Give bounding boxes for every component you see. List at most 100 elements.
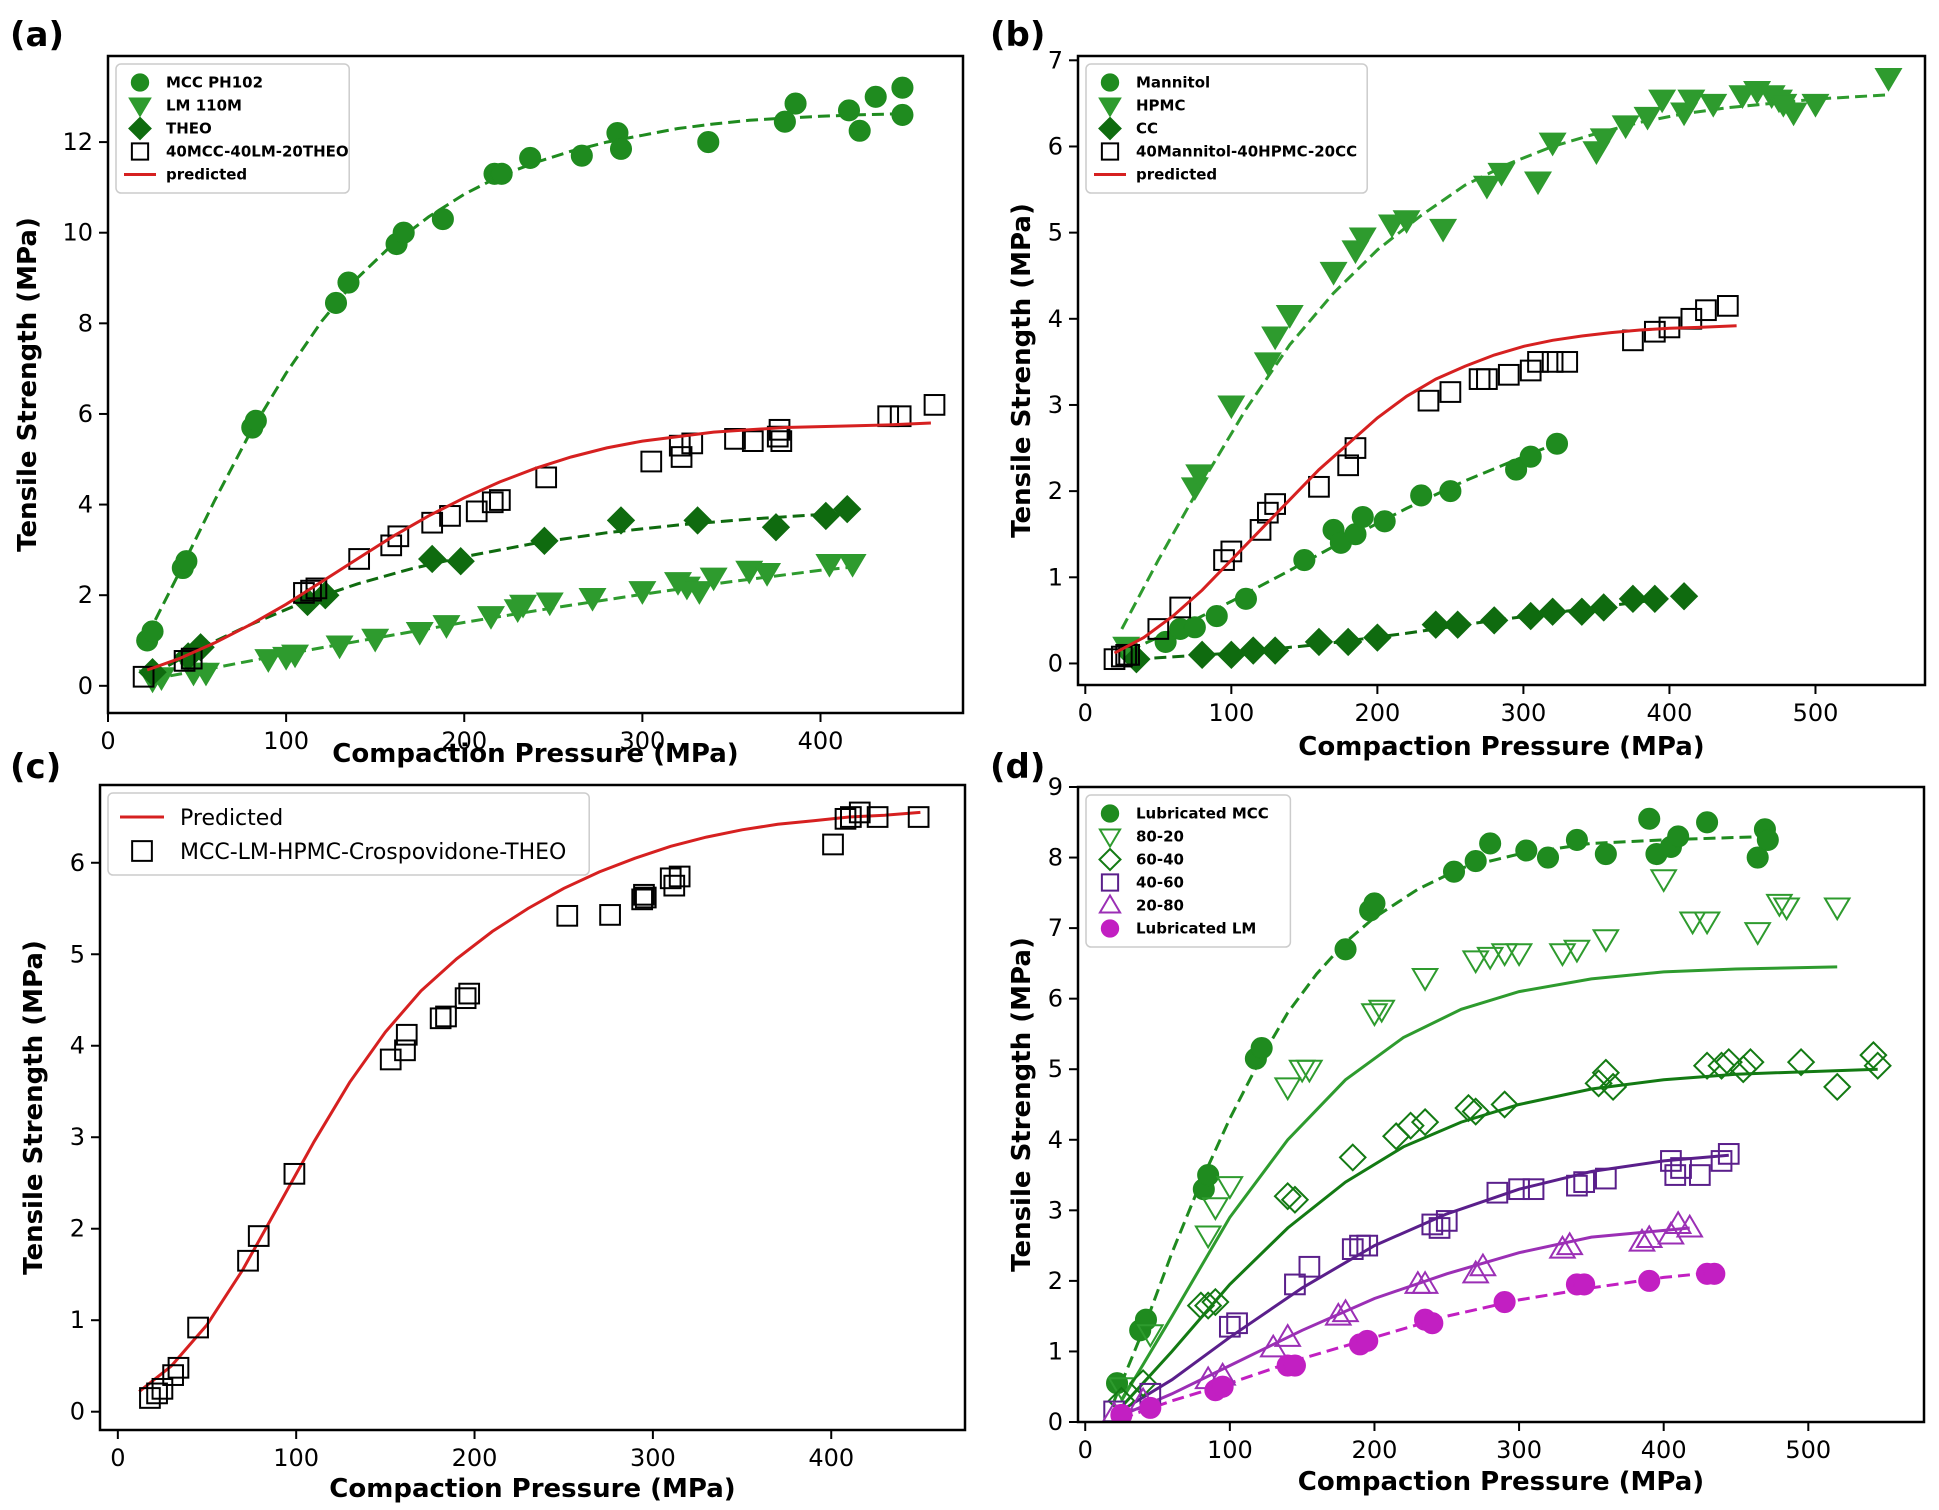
- x-axis-label: Compaction Pressure (MPa): [329, 1474, 735, 1504]
- data-point: [431, 208, 454, 231]
- data-point: [1107, 1377, 1136, 1401]
- data-point: [1417, 389, 1440, 412]
- data-point: [1442, 860, 1466, 883]
- data-point: [1545, 432, 1569, 455]
- data-point: [1169, 596, 1192, 619]
- y-tick-label: 4: [1048, 305, 1063, 333]
- x-tick-label: 400: [798, 727, 844, 755]
- data-point: [1410, 484, 1433, 507]
- data-point: [1217, 640, 1246, 670]
- data-point: [1598, 1072, 1628, 1102]
- data-point: [1468, 368, 1491, 390]
- data-point: [1110, 645, 1133, 668]
- data-point: [1283, 1354, 1306, 1377]
- y-tick-label: 0: [1048, 1408, 1063, 1436]
- legend-entry: 40MCC-40LM-20THEO: [166, 143, 349, 161]
- y-tick-label: 12: [62, 128, 93, 156]
- data-point: [421, 511, 444, 534]
- data-point: [1284, 1273, 1306, 1296]
- data-point: [1201, 1287, 1230, 1317]
- data-point: [1638, 807, 1661, 830]
- data-point: [1110, 1403, 1133, 1422]
- y-tick-label: 0: [1048, 649, 1063, 677]
- data-point: [1859, 1040, 1888, 1070]
- x-tick-label: 300: [1496, 1436, 1542, 1464]
- data-point: [1338, 1143, 1367, 1172]
- plot-frame: [1076, 54, 1927, 687]
- data-point: [1874, 68, 1903, 92]
- plot-area: [1103, 68, 1903, 674]
- y-tick-label: 9: [1048, 773, 1063, 801]
- data-point: [1669, 582, 1699, 611]
- data-point: [1714, 1048, 1743, 1077]
- data-point: [1505, 943, 1534, 968]
- data-point: [489, 489, 511, 511]
- x-tick-label: 0: [1078, 1436, 1093, 1464]
- x-tick-label: 300: [1500, 699, 1546, 727]
- data-point: [668, 865, 691, 888]
- data-point: [634, 886, 657, 909]
- data-point: [1249, 519, 1272, 541]
- legend-entry: 80-20: [1136, 828, 1184, 846]
- data-point: [237, 1249, 259, 1272]
- data-point: [300, 579, 322, 602]
- data-point: [1273, 1182, 1302, 1211]
- y-tick-label: 3: [70, 1123, 85, 1151]
- x-tick-label: 0: [100, 727, 115, 755]
- data-point: [361, 628, 390, 653]
- y-tick-label: 6: [1048, 985, 1063, 1013]
- data-point: [1341, 1238, 1364, 1260]
- data-point: [1183, 616, 1206, 639]
- data-point: [578, 587, 607, 612]
- data-point: [392, 221, 415, 244]
- data-point: [394, 1039, 416, 1062]
- data-point: [1363, 892, 1386, 915]
- legend-box: [1085, 794, 1292, 948]
- y-axis-label: Tensile Strength (MPa): [1007, 203, 1037, 538]
- legend-entry: MCC-LM-HPMC-Crospovidone-THEO: [180, 840, 566, 865]
- legend: Lubricated MCC 80-20 60-40 40-60 20-80 Lubric…: [1085, 794, 1292, 948]
- data-point: [247, 1225, 270, 1247]
- y-tick-label: 10: [62, 219, 93, 247]
- data-point: [283, 1162, 306, 1185]
- y-tick-label: 7: [1048, 46, 1063, 74]
- x-tick-label: 400: [1641, 1436, 1687, 1464]
- data-point: [454, 987, 477, 1010]
- data-point: [640, 450, 663, 473]
- data-point: [1280, 1185, 1310, 1214]
- data-point: [305, 577, 328, 600]
- data-point: [1205, 605, 1228, 628]
- y-axis-label: Tensile Strength (MPa): [1007, 937, 1037, 1272]
- data-point: [1439, 480, 1462, 503]
- legend: Mannitol HPMC CC 40Mannitol-40HPMC-20CC pred…: [1085, 63, 1368, 194]
- plot-area: [132, 76, 946, 694]
- data-point: [1201, 1197, 1230, 1222]
- y-tick-label: 6: [78, 400, 93, 428]
- data-point: [1479, 832, 1502, 855]
- data-point: [1693, 911, 1722, 936]
- data-point: [609, 137, 633, 160]
- y-tick-label: 6: [70, 849, 85, 877]
- data-point: [773, 110, 796, 133]
- data-point: [1548, 943, 1577, 968]
- y-tick-label: 7: [1048, 914, 1063, 942]
- data-point: [1239, 636, 1268, 665]
- data-point: [1490, 1090, 1519, 1119]
- data-point: [1324, 1301, 1353, 1326]
- data-point: [1643, 320, 1666, 343]
- data-point: [1411, 968, 1440, 992]
- data-point: [325, 635, 354, 660]
- data-point: [1337, 454, 1360, 477]
- data-point: [1186, 1291, 1216, 1320]
- data-point: [435, 1005, 457, 1028]
- data-point: [1373, 510, 1396, 533]
- data-point: [866, 806, 889, 828]
- data-point: [1519, 359, 1542, 382]
- data-point: [1522, 1178, 1545, 1201]
- data-point: [1541, 351, 1564, 373]
- data-point: [1716, 295, 1739, 317]
- legend-entry: Lubricated LM: [1136, 920, 1256, 938]
- data-point: [1524, 171, 1552, 196]
- data-point: [1594, 1167, 1617, 1190]
- panel-letter: (b): [990, 15, 1045, 55]
